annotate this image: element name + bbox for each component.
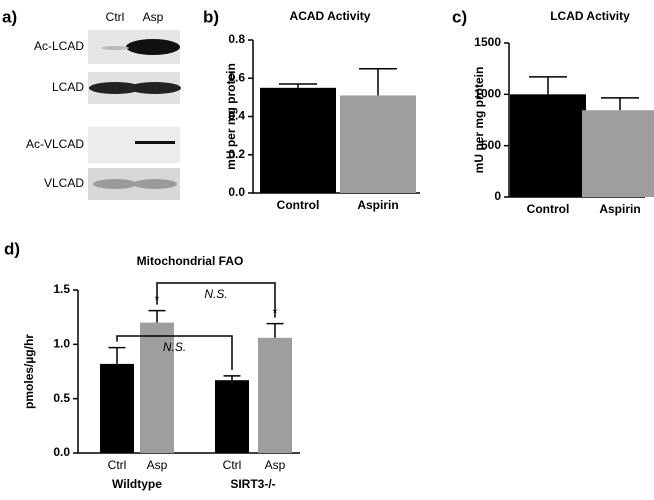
panel-label: c)	[452, 7, 467, 26]
blot-strips	[88, 30, 181, 200]
y-tick-label: 0.8	[228, 32, 245, 46]
bar	[140, 322, 174, 453]
bar	[510, 94, 586, 197]
x-tick-label: Ctrl	[108, 458, 127, 472]
chart-title: LCAD Activity	[550, 9, 630, 23]
bar	[260, 87, 336, 193]
bracket	[156, 282, 276, 318]
x-tick-label: Aspirin	[357, 198, 398, 212]
y-tick-label: 0.0	[53, 445, 70, 459]
y-tick-label: 0.0	[228, 185, 245, 199]
blot-row: Ac-VLCAD	[26, 137, 84, 151]
blot-row: LCAD	[52, 80, 84, 94]
bar	[582, 110, 654, 197]
bracket-label: N.S.	[163, 340, 186, 354]
bracket-label: N.S.	[204, 287, 227, 301]
y-axis-label: mU per mg protein	[224, 63, 238, 170]
y-tick-label: 0.2	[228, 147, 245, 161]
bracket	[116, 335, 233, 370]
blot-column: Asp	[143, 10, 164, 24]
y-tick-label: 1.0	[53, 337, 70, 351]
x-tick-label: Control	[527, 202, 570, 216]
y-tick-label: 1500	[474, 35, 501, 49]
bar	[100, 363, 134, 453]
y-tick-label: 0.6	[228, 70, 245, 84]
bar	[258, 337, 292, 453]
panel-label: a)	[2, 7, 17, 26]
blot-row: Ac-LCAD	[34, 39, 84, 53]
y-tick-label: 0.4	[228, 109, 245, 123]
y-tick-label: 500	[481, 138, 501, 152]
group-label: Wildtype	[112, 477, 162, 491]
x-tick-label: Control	[277, 198, 320, 212]
y-tick-label: 0.5	[53, 391, 70, 405]
y-tick-label: 1000	[474, 87, 501, 101]
x-tick-label: Asp	[147, 458, 168, 472]
group-label: SIRT3-/-	[230, 477, 275, 491]
x-tick-label: Aspirin	[599, 202, 640, 216]
blot-row: VLCAD	[44, 176, 84, 190]
panel-label: b)	[203, 7, 219, 26]
x-tick-label: Asp	[265, 458, 286, 472]
panel-label: d)	[4, 239, 20, 258]
blot-column: Ctrl	[106, 10, 125, 24]
chart-title: Mitochondrial FAO	[137, 254, 244, 268]
bar	[340, 95, 416, 193]
y-axis-label: mU per mg protein	[472, 67, 486, 174]
bar	[215, 380, 249, 453]
x-tick-label: Ctrl	[223, 458, 242, 472]
y-axis-label: pmoles/µg/hr	[22, 334, 36, 409]
y-tick-label: 1.5	[53, 282, 70, 296]
y-tick-label: 0	[494, 189, 501, 203]
chart-title: ACAD Activity	[290, 9, 371, 23]
